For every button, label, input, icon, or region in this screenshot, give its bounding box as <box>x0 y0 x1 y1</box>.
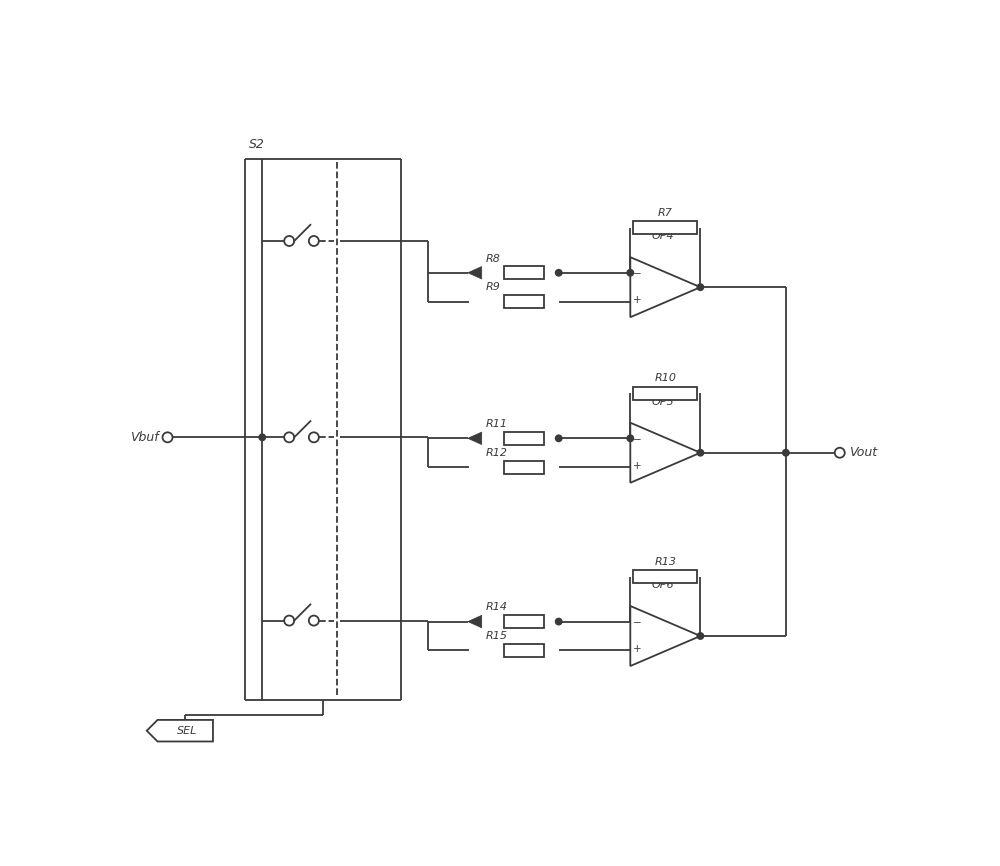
Circle shape <box>259 434 265 441</box>
Text: R15: R15 <box>486 631 508 641</box>
Circle shape <box>697 633 704 639</box>
Text: R14: R14 <box>486 603 508 612</box>
Bar <box>633 222 697 235</box>
Bar <box>504 643 544 657</box>
Bar <box>633 570 697 583</box>
Text: +: + <box>633 295 642 305</box>
Text: R13: R13 <box>654 557 676 566</box>
Text: R8: R8 <box>486 254 500 263</box>
Circle shape <box>627 269 634 276</box>
Circle shape <box>555 269 562 276</box>
Text: R7: R7 <box>658 208 673 218</box>
Text: Vbuf: Vbuf <box>130 430 158 444</box>
Text: SEL: SEL <box>177 726 197 736</box>
Text: −: − <box>633 269 642 280</box>
Text: +: + <box>633 643 642 654</box>
Bar <box>504 461 544 474</box>
Text: −: − <box>633 435 642 445</box>
Bar <box>504 295 544 308</box>
Text: R12: R12 <box>486 448 508 458</box>
Text: Vout: Vout <box>849 446 877 459</box>
Polygon shape <box>468 267 482 279</box>
Text: S2: S2 <box>249 138 265 151</box>
Circle shape <box>783 449 789 456</box>
Circle shape <box>555 618 562 624</box>
Text: OP4: OP4 <box>651 231 674 241</box>
Text: OP5: OP5 <box>651 397 674 406</box>
Circle shape <box>697 449 704 456</box>
Polygon shape <box>468 616 482 628</box>
Text: OP6: OP6 <box>651 580 674 590</box>
Circle shape <box>555 435 562 442</box>
Bar <box>504 615 544 628</box>
Text: +: + <box>633 461 642 470</box>
Circle shape <box>627 435 634 442</box>
Text: R9: R9 <box>486 282 500 293</box>
Text: −: − <box>633 618 642 628</box>
Text: R10: R10 <box>654 373 676 384</box>
Bar <box>504 266 544 280</box>
Text: R11: R11 <box>486 419 508 429</box>
Bar <box>504 432 544 445</box>
Circle shape <box>697 284 704 290</box>
Polygon shape <box>468 432 482 444</box>
Bar <box>633 387 697 400</box>
